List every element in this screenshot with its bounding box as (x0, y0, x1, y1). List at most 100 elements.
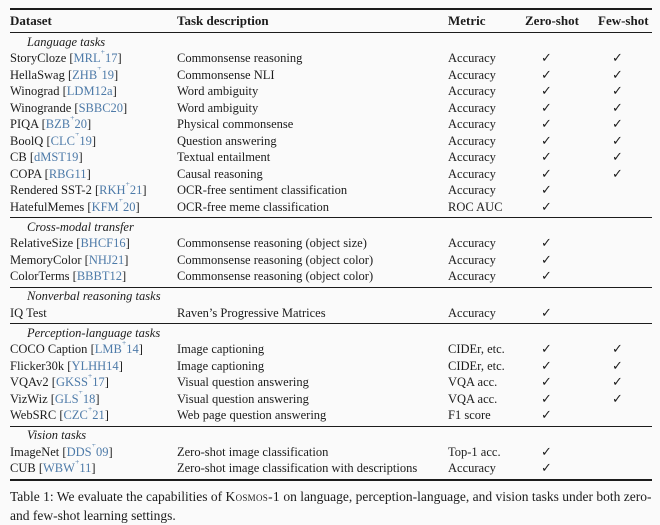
dataset-name: Winogrande (10, 100, 72, 115)
citation-link[interactable]: LDM12a (66, 84, 113, 98)
task-description-cell: Image captioning (177, 358, 265, 373)
table-row: HellaSwag [ZHB+19] Commonsense NLI Accurac… (10, 67, 652, 84)
table-row: IQ Test Raven’s Progressive Matrices Accur… (10, 305, 652, 324)
header-dataset: Dataset (10, 9, 177, 33)
dataset-name: CB (10, 150, 27, 164)
citation-link[interactable]: dMST19 (33, 150, 79, 164)
zero-shot-checkmark: ✓ (541, 390, 552, 406)
metric-cell: Accuracy (448, 117, 496, 131)
dataset-cell: PIQA [BZB+20] (10, 116, 92, 131)
citation-link[interactable]: BHCF16 (80, 236, 126, 250)
table-row: Winograd [LDM12a] Word ambiguity Accuracy ✓… (10, 83, 652, 100)
few-shot-checkmark (598, 444, 652, 461)
section-label: Vision tasks (27, 428, 87, 442)
zero-shot-checkmark: ✓ (541, 149, 552, 164)
dataset-name: Winograd (10, 84, 60, 98)
zero-shot-checkmark: ✓ (541, 251, 552, 267)
dataset-name: COPA (10, 166, 42, 181)
header-task-description: Task description (177, 9, 448, 33)
citation-link[interactable]: RBG11 (48, 166, 87, 181)
dataset-name: IQ Test (10, 305, 47, 320)
dataset-name: StoryCloze (10, 51, 67, 65)
metric-cell: Accuracy (448, 269, 496, 283)
dataset-cell: HellaSwag [ZHB+19] (10, 66, 119, 82)
metric-cell: Accuracy (448, 461, 496, 475)
dataset-name: CUB (10, 461, 36, 475)
zero-shot-checkmark: ✓ (541, 443, 552, 459)
task-description-cell: Causal reasoning (177, 166, 263, 181)
dataset-cell: COPA [RBG11] (10, 166, 91, 181)
task-description-cell: Zero-shot image classification (177, 444, 329, 459)
citation-link[interactable]: WBW+11 (43, 460, 92, 475)
citation-link[interactable]: MRL+17 (73, 50, 118, 65)
dataset-name: MemoryColor (10, 252, 82, 267)
table-row: Rendered SST-2 [RKH+21] OCR-free sentimen… (10, 182, 652, 199)
few-shot-checkmark: ✓ (612, 99, 623, 115)
header-row: Dataset Task description Metric Zero-sho… (10, 9, 652, 33)
citation-link[interactable]: ZHB+19 (72, 66, 115, 82)
dataset-cell: Winogrande [SBBC20] (10, 100, 128, 115)
metric-cell: Accuracy (448, 67, 496, 82)
zero-shot-checkmark: ✓ (541, 66, 552, 82)
dataset-name: PIQA (10, 117, 39, 131)
zero-shot-checkmark: ✓ (541, 116, 552, 131)
task-description-cell: Commonsense NLI (177, 67, 275, 82)
table-row: RelativeSize [BHCF16] Commonsense reasoni… (10, 235, 652, 252)
dataset-cell: Rendered SST-2 [RKH+21] (10, 182, 147, 197)
dataset-cell: WebSRC [CZC+21] (10, 407, 109, 422)
table-row: CUB [WBW+11] Zero-shot image classificati… (10, 460, 652, 480)
dataset-cell: BoolQ [CLC+19] (10, 132, 96, 148)
dataset-cell: ColorTerms [BBBT12] (10, 269, 127, 283)
citation-link[interactable]: SBBC20 (78, 100, 124, 115)
zero-shot-checkmark: ✓ (541, 50, 552, 65)
zero-shot-checkmark: ✓ (541, 182, 552, 197)
metric-cell: Accuracy (448, 252, 496, 267)
task-description-cell: OCR-free meme classification (177, 199, 330, 214)
zero-shot-checkmark: ✓ (541, 407, 552, 422)
dataset-cell: Winograd [LDM12a] (10, 84, 117, 98)
table-row: COPA [RBG11] Causal reasoning Accuracy ✓ ✓ (10, 166, 652, 183)
citation-link[interactable]: LMB+14 (94, 341, 139, 356)
dataset-name: HellaSwag (10, 67, 65, 82)
citation-link[interactable]: DDS+09 (66, 443, 109, 459)
table-row: Flicker30k [YLHH14] Image captioning CIDEr… (10, 358, 652, 375)
dataset-cell: MemoryColor [NHJ21] (10, 252, 129, 267)
few-shot-checkmark (598, 305, 652, 324)
metric-cell: Accuracy (448, 133, 496, 148)
few-shot-checkmark: ✓ (612, 390, 623, 406)
dataset-name: WebSRC (10, 408, 57, 422)
citation-link[interactable]: CLC+19 (50, 132, 92, 148)
task-description-cell: Textual entailment (177, 150, 271, 164)
citation-link[interactable]: KFM+20 (91, 198, 136, 214)
citation-link[interactable]: BBBT12 (76, 269, 122, 283)
citation-link[interactable]: BZB+20 (45, 116, 87, 131)
citation-link[interactable]: GLS+18 (54, 390, 96, 406)
table-section: Perception-language tasks COCO Caption [L… (10, 323, 652, 427)
section-heading-row: Perception-language tasks (10, 324, 652, 342)
header-zero-shot: Zero-shot (525, 9, 598, 33)
table-row: StoryCloze [MRL+17] Commonsense reasoning… (10, 50, 652, 67)
dataset-cell: CB [dMST19] (10, 150, 83, 164)
few-shot-checkmark: ✓ (612, 116, 623, 131)
dataset-cell: COCO Caption [LMB+14] (10, 341, 143, 356)
table-section: Language tasks StoryCloze [MRL+17] Commons… (10, 32, 652, 218)
few-shot-checkmark (598, 460, 652, 480)
few-shot-checkmark: ✓ (612, 83, 623, 98)
task-description-cell: Word ambiguity (177, 100, 259, 115)
few-shot-checkmark: ✓ (612, 50, 623, 65)
header-metric: Metric (448, 9, 525, 33)
citation-link[interactable]: CZC+21 (63, 407, 105, 422)
citation-link[interactable]: RKH+21 (99, 182, 143, 197)
table-row: COCO Caption [LMB+14] Image captioning CID… (10, 341, 652, 358)
citation-link[interactable]: YLHH14 (71, 358, 119, 373)
task-description-cell: Web page question answering (177, 408, 327, 422)
few-shot-checkmark: ✓ (612, 374, 623, 389)
dataset-name: VizWiz (10, 391, 48, 406)
zero-shot-checkmark: ✓ (541, 341, 552, 356)
few-shot-checkmark (598, 199, 652, 218)
task-description-cell: Word ambiguity (177, 84, 259, 98)
few-shot-checkmark (598, 407, 652, 426)
citation-link[interactable]: GKSS+17 (55, 374, 105, 389)
citation-link[interactable]: NHJ21 (88, 252, 125, 267)
